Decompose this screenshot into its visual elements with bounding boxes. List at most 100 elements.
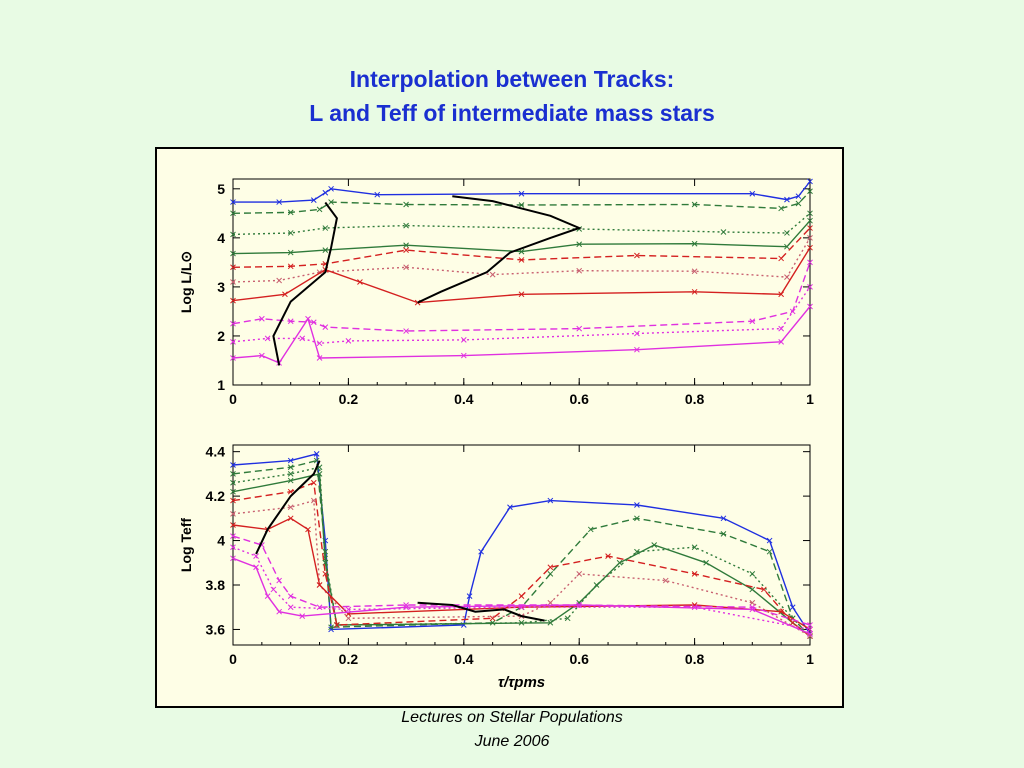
series-point: [691, 288, 698, 295]
series-point: [576, 241, 583, 248]
series-point: [345, 615, 352, 622]
series-point: [749, 606, 756, 613]
series-point: [784, 196, 790, 203]
series-point: [403, 222, 409, 229]
series-point: [299, 613, 306, 619]
x-tick-label: 0: [229, 391, 237, 407]
series-point: [328, 199, 334, 205]
series-point: [287, 515, 294, 522]
series-point: [287, 604, 294, 611]
x-axis-label: τ/τpms: [498, 674, 545, 691]
series-point: [305, 315, 311, 322]
series-point: [547, 497, 554, 504]
series-point: [253, 553, 259, 559]
series-point: [230, 522, 236, 528]
y-axis-label: Log Teff: [178, 518, 194, 573]
series-point: [489, 271, 496, 278]
series-point: [691, 240, 698, 247]
series-point: [778, 608, 785, 615]
tracks-figure: 0 0.2 0.4 0.6 0.8 1 1 2 3 4 5 Log L/L⊙ 0 0.2 0.4 0.6 0.8…: [178, 178, 814, 691]
series-point: [547, 571, 554, 577]
series-point: [634, 330, 640, 337]
series-point: [230, 497, 236, 504]
y-tick-label: 3.8: [206, 577, 226, 593]
series-point: [518, 257, 525, 263]
series-point: [287, 471, 294, 477]
series-line-9: [232, 286, 811, 345]
x-tick-label: 0.6: [569, 651, 589, 667]
series-point: [316, 206, 323, 213]
series-line-8: [232, 535, 811, 626]
series-point: [334, 622, 340, 628]
series-point: [778, 255, 785, 262]
figure-frame: 0 0.2 0.4 0.6 0.8 1 1 2 3 4 5 Log L/L⊙ 0 0.2 0.4 0.6 0.8…: [155, 147, 844, 708]
y-tick-label: 4.4: [206, 444, 226, 460]
slide-title-line-2: L and Teff of intermediate mass stars: [309, 100, 715, 126]
series-point: [287, 464, 294, 471]
series-point: [662, 577, 669, 584]
series-point: [720, 229, 727, 235]
series-point: [287, 504, 294, 511]
series-point: [807, 178, 813, 185]
series-point: [230, 479, 236, 486]
series-point: [230, 231, 236, 238]
series-point: [691, 201, 698, 208]
series-point: [784, 243, 790, 250]
x-tick-label: 0.6: [569, 391, 589, 407]
series-point: [374, 191, 381, 198]
series-point: [276, 608, 283, 615]
series-point: [328, 185, 334, 192]
series-point: [564, 615, 571, 622]
series-point: [807, 225, 813, 231]
series-point: [634, 252, 640, 259]
series-line-11: [417, 195, 582, 304]
series-point: [345, 606, 352, 613]
series-point: [322, 324, 329, 330]
series-point: [230, 511, 236, 517]
series-point: [576, 325, 583, 332]
series-point: [287, 593, 294, 599]
series-point: [576, 602, 583, 608]
series-point: [230, 320, 236, 327]
series-point: [276, 577, 283, 584]
series-point: [691, 544, 698, 551]
series-point: [760, 586, 767, 593]
x-tick-label: 0.8: [685, 651, 705, 667]
series-point: [651, 542, 658, 548]
series-point: [778, 338, 785, 345]
series-point: [766, 537, 773, 544]
series-point: [230, 462, 236, 468]
x-tick-label: 1: [806, 391, 814, 407]
series-point: [403, 604, 409, 611]
x-tick-label: 1: [806, 651, 814, 667]
series-line-11: [255, 460, 321, 555]
series-point: [316, 355, 323, 361]
y-tick-label: 4: [217, 230, 225, 246]
panel-1: 0 0.2 0.4 0.6 0.8 1 1 2 3 4 5 Log L/L⊙: [178, 178, 814, 407]
series-point: [518, 202, 525, 208]
series-point: [749, 599, 756, 606]
series-line-2: [232, 190, 811, 214]
x-tick-label: 0.8: [685, 391, 705, 407]
series-point: [287, 230, 294, 236]
series-point: [807, 303, 813, 310]
series-point: [230, 279, 236, 285]
series-point: [807, 284, 813, 290]
series-point: [691, 571, 698, 577]
series-point: [403, 201, 409, 208]
footer-date: June 2006: [474, 733, 550, 750]
series-point: [276, 277, 283, 284]
series-point: [634, 515, 640, 522]
series-point: [287, 457, 294, 464]
series-point: [703, 559, 709, 566]
series-point: [264, 593, 271, 599]
series-point: [634, 502, 640, 508]
series-line-8: [232, 262, 811, 332]
series-point: [230, 297, 236, 304]
series-line-1: [233, 181, 811, 203]
series-point: [230, 544, 236, 551]
y-axis-label: Log L/L⊙: [178, 251, 194, 313]
y-tick-label: 4: [217, 533, 225, 549]
series-point: [691, 268, 698, 275]
series-point: [230, 199, 236, 205]
